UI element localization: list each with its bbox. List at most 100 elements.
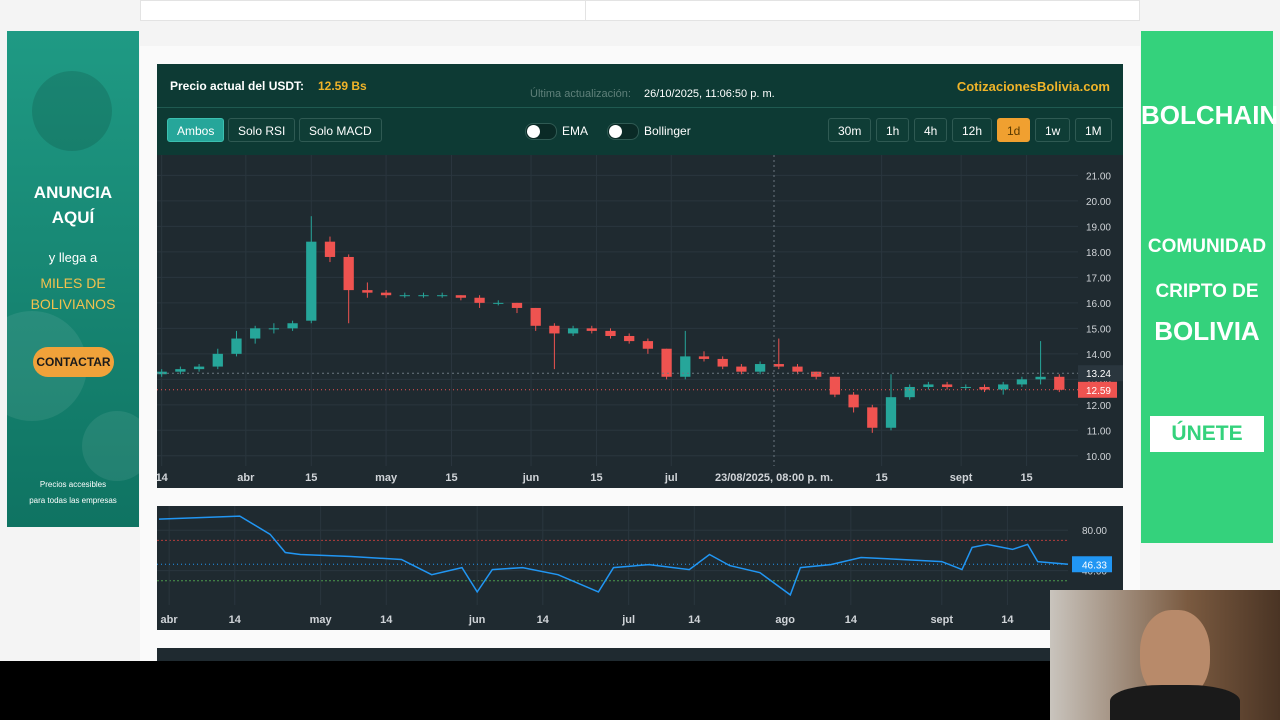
bottom-bar: [0, 661, 1050, 720]
line: MILES DE: [40, 275, 106, 291]
interval-button[interactable]: 12h: [952, 118, 993, 142]
candle-body: [904, 386, 915, 398]
candle-body: [175, 369, 186, 372]
current-price-box: [1078, 381, 1117, 398]
plot-bg: [157, 506, 1123, 630]
toggle[interactable]: [607, 123, 639, 140]
candle-body: [885, 397, 897, 428]
candle-body: [567, 328, 579, 334]
x-tick-label: 15: [876, 472, 888, 484]
y-tick-label: 10.00: [1086, 452, 1111, 463]
candle-body: [268, 328, 280, 330]
interval-button[interactable]: 30m: [828, 118, 872, 142]
x-tick-label: ago: [775, 614, 795, 626]
candle-body: [736, 366, 747, 372]
x-tick-label: 14: [380, 614, 393, 626]
candle-body: [157, 371, 167, 375]
y-tick-label: 80.00: [1082, 526, 1107, 537]
x-tick-label: 14: [1001, 614, 1014, 626]
crosshair-time: 23/08/2025, 08:00 p. m.: [715, 472, 833, 484]
toggle-knob: [527, 125, 540, 138]
y-tick-label: 16.00: [1086, 299, 1111, 310]
y-tick-label: 11.00: [1087, 426, 1112, 437]
candle-body: [287, 323, 298, 329]
candle-body: [661, 348, 672, 377]
x-tick-label: jun: [468, 614, 486, 626]
candle-body: [511, 302, 523, 308]
x-tick-label: sept: [950, 472, 973, 484]
interval-button[interactable]: 1h: [876, 118, 910, 142]
divider: [157, 107, 1123, 108]
x-tick-label: 15: [305, 472, 317, 484]
contact-button[interactable]: CONTACTAR: [33, 347, 114, 377]
top-card: [140, 0, 1140, 21]
rsi-value-box: [1072, 556, 1112, 573]
left-ad[interactable]: [7, 31, 139, 527]
candle-body: [1035, 376, 1046, 380]
candle-body: [680, 356, 691, 377]
x-tick-label: may: [310, 614, 333, 626]
candle-body: [324, 241, 336, 257]
x-tick-label: 14: [537, 614, 550, 626]
interval-button[interactable]: 1d: [997, 118, 1031, 142]
candle-body: [923, 384, 934, 387]
rsi-line: [158, 515, 1069, 597]
right-ad[interactable]: [1141, 31, 1273, 543]
ad-footer: Precios accesibles para todas las empresa…: [7, 477, 139, 509]
candle-body: [960, 386, 971, 388]
rsi-chart: 80.0040.00abr14may14jun14jul14ago14sept1…: [157, 506, 1123, 630]
candle-body: [437, 295, 448, 297]
ad-lines: COMUNIDAD CRIPTO DE: [1141, 224, 1273, 314]
toggle-knob: [609, 125, 622, 138]
x-tick-label: jul: [621, 614, 635, 626]
line: para todas las empresas: [29, 496, 117, 505]
candle-body: [848, 394, 859, 408]
line: Precios accesibles: [39, 480, 107, 489]
x-tick-label: jul: [664, 472, 678, 484]
decor: [82, 411, 139, 481]
y-tick-label: 19.00: [1086, 222, 1111, 233]
candle-body: [474, 297, 485, 303]
x-tick-label: jun: [522, 472, 540, 484]
interval-button[interactable]: 1w: [1035, 118, 1071, 142]
decor: [32, 71, 112, 151]
candle-body: [754, 364, 766, 372]
view-button[interactable]: Solo RSI: [228, 118, 296, 142]
x-tick-label: may: [375, 472, 398, 484]
candle-body: [455, 295, 467, 298]
view-button[interactable]: Ambos: [167, 118, 225, 142]
toggle[interactable]: [525, 123, 557, 140]
y-tick-label: 21.00: [1086, 171, 1111, 182]
brand: CotizacionesBolivia.com: [956, 79, 1110, 94]
update-label: Última actualización:: [530, 88, 631, 100]
candle-body: [624, 335, 635, 342]
current-price: 12.59: [1086, 386, 1111, 397]
join-button[interactable]: ÚNETE: [1150, 416, 1264, 452]
candle-body: [998, 384, 1009, 390]
price-label: Precio actual del USDT:: [170, 79, 305, 93]
candle-body: [231, 338, 242, 354]
crosshair-time-box: [709, 466, 839, 488]
line: ANUNCIA: [33, 183, 113, 202]
line: BOLIVIANOS: [30, 296, 116, 312]
line: CRIPTO DE: [1155, 281, 1259, 302]
y-tick-label: 20.00: [1086, 197, 1111, 208]
view-button[interactable]: Solo MACD: [299, 118, 382, 142]
x-tick-label: sept: [930, 614, 953, 626]
candle-body: [1054, 376, 1065, 390]
interval-button[interactable]: 4h: [914, 118, 948, 142]
ad-headline: ANUNCIA AQUÍ: [7, 180, 139, 230]
candle-body: [493, 302, 504, 304]
crosshair-price: 13.24: [1086, 369, 1111, 380]
interval-button[interactable]: 1M: [1075, 118, 1112, 142]
macd-panel: [157, 648, 1050, 662]
ad-big: BOLIVIA: [1154, 316, 1260, 346]
candle-body: [380, 292, 392, 296]
candle-body: [530, 307, 541, 326]
x-tick-label: 14: [229, 614, 242, 626]
candle-body: [829, 376, 841, 395]
toggle-label: Bollinger: [644, 124, 691, 138]
webcam: [1050, 590, 1280, 720]
x-tick-label: 14: [688, 614, 701, 626]
candle-body: [193, 366, 205, 370]
